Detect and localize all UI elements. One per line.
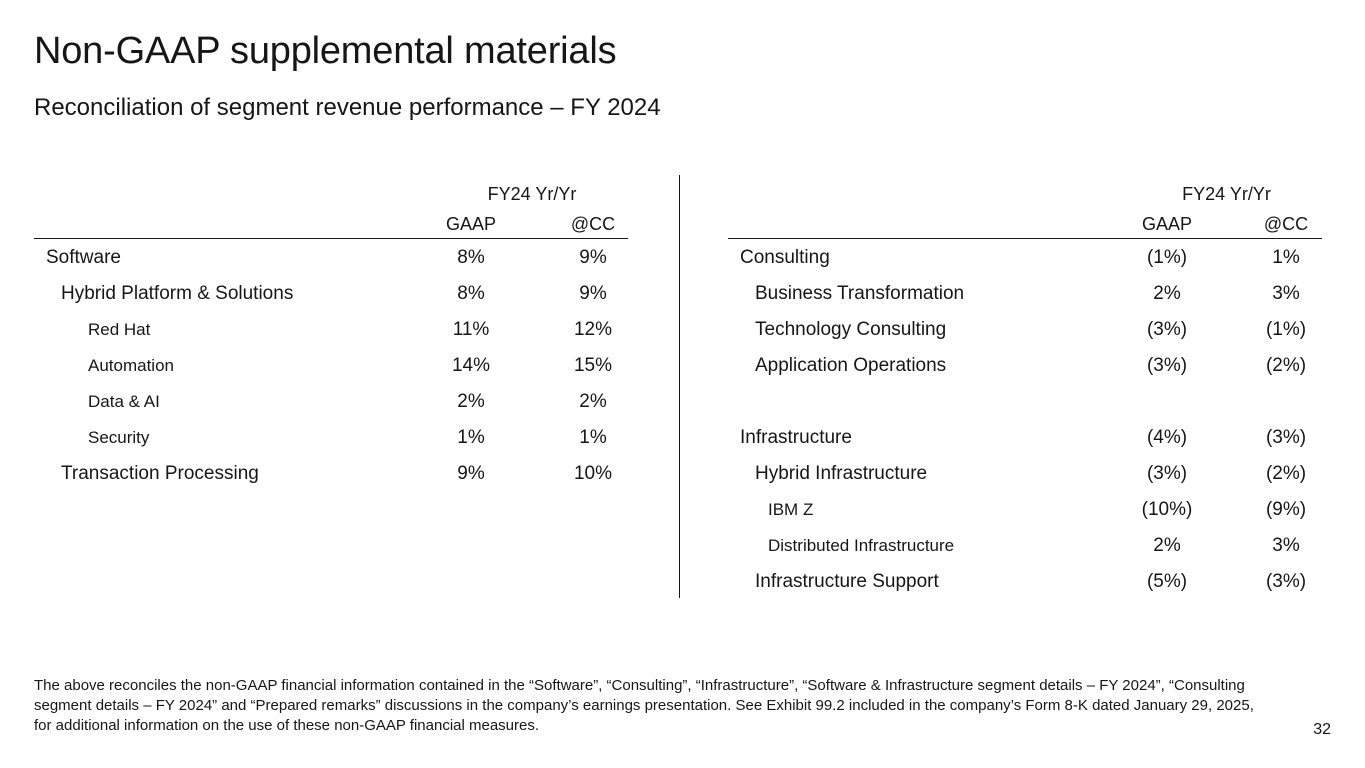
gaap-value: (10%) — [1141, 499, 1193, 520]
table-row: Automation 14% 15% — [34, 348, 628, 384]
gaap-value: (3%) — [1146, 463, 1188, 484]
cc-value: (3%) — [1265, 571, 1307, 592]
left-col-gaap-header: GAAP — [445, 214, 497, 234]
page-number: 32 — [1313, 721, 1331, 738]
row-label: Security — [88, 428, 150, 447]
row-label: Infrastructure — [740, 427, 852, 448]
cc-value: 10% — [573, 463, 613, 484]
cc-value: (1%) — [1265, 319, 1307, 340]
table-row: Infrastructure Support (5%) (3%) — [728, 564, 1322, 600]
gaap-value: 14% — [451, 355, 491, 376]
row-label: Business Transformation — [755, 283, 965, 304]
gaap-value: (1%) — [1146, 247, 1188, 268]
row-label: Automation — [88, 356, 174, 375]
row-label: Transaction Processing — [61, 463, 259, 484]
cc-value: 2% — [579, 391, 607, 412]
gaap-value: 2% — [457, 391, 485, 412]
gaap-value: 9% — [457, 463, 485, 484]
row-label: Hybrid Infrastructure — [755, 463, 928, 484]
gaap-value: 1% — [457, 427, 485, 448]
footnote: The above reconciles the non-GAAP financ… — [34, 677, 1254, 734]
cc-value: (3%) — [1265, 427, 1307, 448]
cc-value: 1% — [1272, 247, 1300, 268]
table-row: Technology Consulting (3%) (1%) — [728, 312, 1322, 348]
gaap-value: 2% — [1153, 535, 1181, 556]
gaap-value: 11% — [452, 319, 490, 340]
row-label: IBM Z — [768, 500, 814, 519]
gaap-value: (3%) — [1146, 319, 1188, 340]
page-title: Non-GAAP supplemental materials — [34, 30, 617, 72]
table-row: Data & AI 2% 2% — [34, 384, 628, 420]
table-row: IBM Z (10%) (9%) — [728, 492, 1322, 528]
right-group-header: FY24 Yr/Yr — [1182, 184, 1271, 204]
cc-value: (2%) — [1265, 463, 1307, 484]
vertical-divider — [679, 175, 680, 598]
cc-value: 3% — [1272, 535, 1300, 556]
row-label: Consulting — [740, 247, 830, 268]
page-subtitle: Reconciliation of segment revenue perfor… — [34, 94, 661, 121]
table-row: Security 1% 1% — [34, 420, 628, 456]
cc-value: (2%) — [1265, 355, 1307, 376]
table-row: Software 8% 9% — [34, 240, 628, 276]
row-label: Hybrid Platform & Solutions — [61, 283, 294, 304]
gaap-value: 2% — [1153, 283, 1181, 304]
left-col-cc-header: @CC — [570, 214, 616, 234]
gaap-value: (3%) — [1146, 355, 1188, 376]
table-row: Red Hat 11% 12% — [34, 312, 628, 348]
table-row: Hybrid Platform & Solutions 8% 9% — [34, 276, 628, 312]
gaap-value: (5%) — [1146, 571, 1188, 592]
row-label: Distributed Infrastructure — [768, 536, 955, 555]
row-label: Infrastructure Support — [755, 571, 939, 592]
right-col-gaap-header: GAAP — [1141, 214, 1193, 234]
right-col-cc-header: @CC — [1263, 214, 1309, 234]
table-row: Transaction Processing 9% 10% — [34, 456, 628, 492]
table-row: Infrastructure (4%) (3%) — [728, 420, 1322, 456]
left-group-header: FY24 Yr/Yr — [487, 184, 577, 204]
row-label: Red Hat — [88, 320, 151, 339]
gaap-value: 8% — [457, 283, 485, 304]
spacer-row — [728, 384, 1322, 420]
table-row: Business Transformation 2% 3% — [728, 276, 1322, 312]
table-row: Distributed Infrastructure 2% 3% — [728, 528, 1322, 564]
row-label: Software — [46, 247, 121, 268]
cc-value: (9%) — [1265, 499, 1307, 520]
cc-value: 12% — [573, 319, 613, 340]
table-row: Hybrid Infrastructure (3%) (2%) — [728, 456, 1322, 492]
cc-value: 15% — [573, 355, 613, 376]
left-header-rule — [34, 238, 628, 239]
cc-value: 9% — [579, 247, 607, 268]
right-header-rule — [728, 238, 1322, 239]
row-label: Application Operations — [755, 355, 947, 376]
cc-value: 9% — [579, 283, 607, 304]
gaap-value: (4%) — [1146, 427, 1188, 448]
table-row: Application Operations (3%) (2%) — [728, 348, 1322, 384]
gaap-value: 8% — [457, 247, 485, 268]
row-label: Technology Consulting — [755, 319, 947, 340]
cc-value: 3% — [1272, 283, 1300, 304]
cc-value: 1% — [579, 427, 607, 448]
table-row: Consulting (1%) 1% — [728, 240, 1322, 276]
row-label: Data & AI — [88, 392, 160, 411]
